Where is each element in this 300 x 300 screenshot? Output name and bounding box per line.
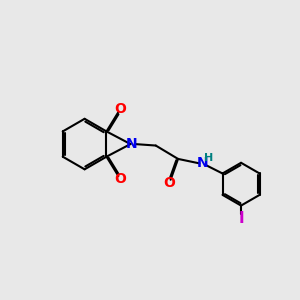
Text: O: O (114, 102, 126, 116)
Text: I: I (238, 211, 244, 226)
Text: N: N (125, 137, 137, 151)
Text: N: N (196, 156, 208, 170)
Text: O: O (163, 176, 175, 190)
Text: O: O (114, 172, 126, 186)
Text: H: H (204, 153, 214, 163)
